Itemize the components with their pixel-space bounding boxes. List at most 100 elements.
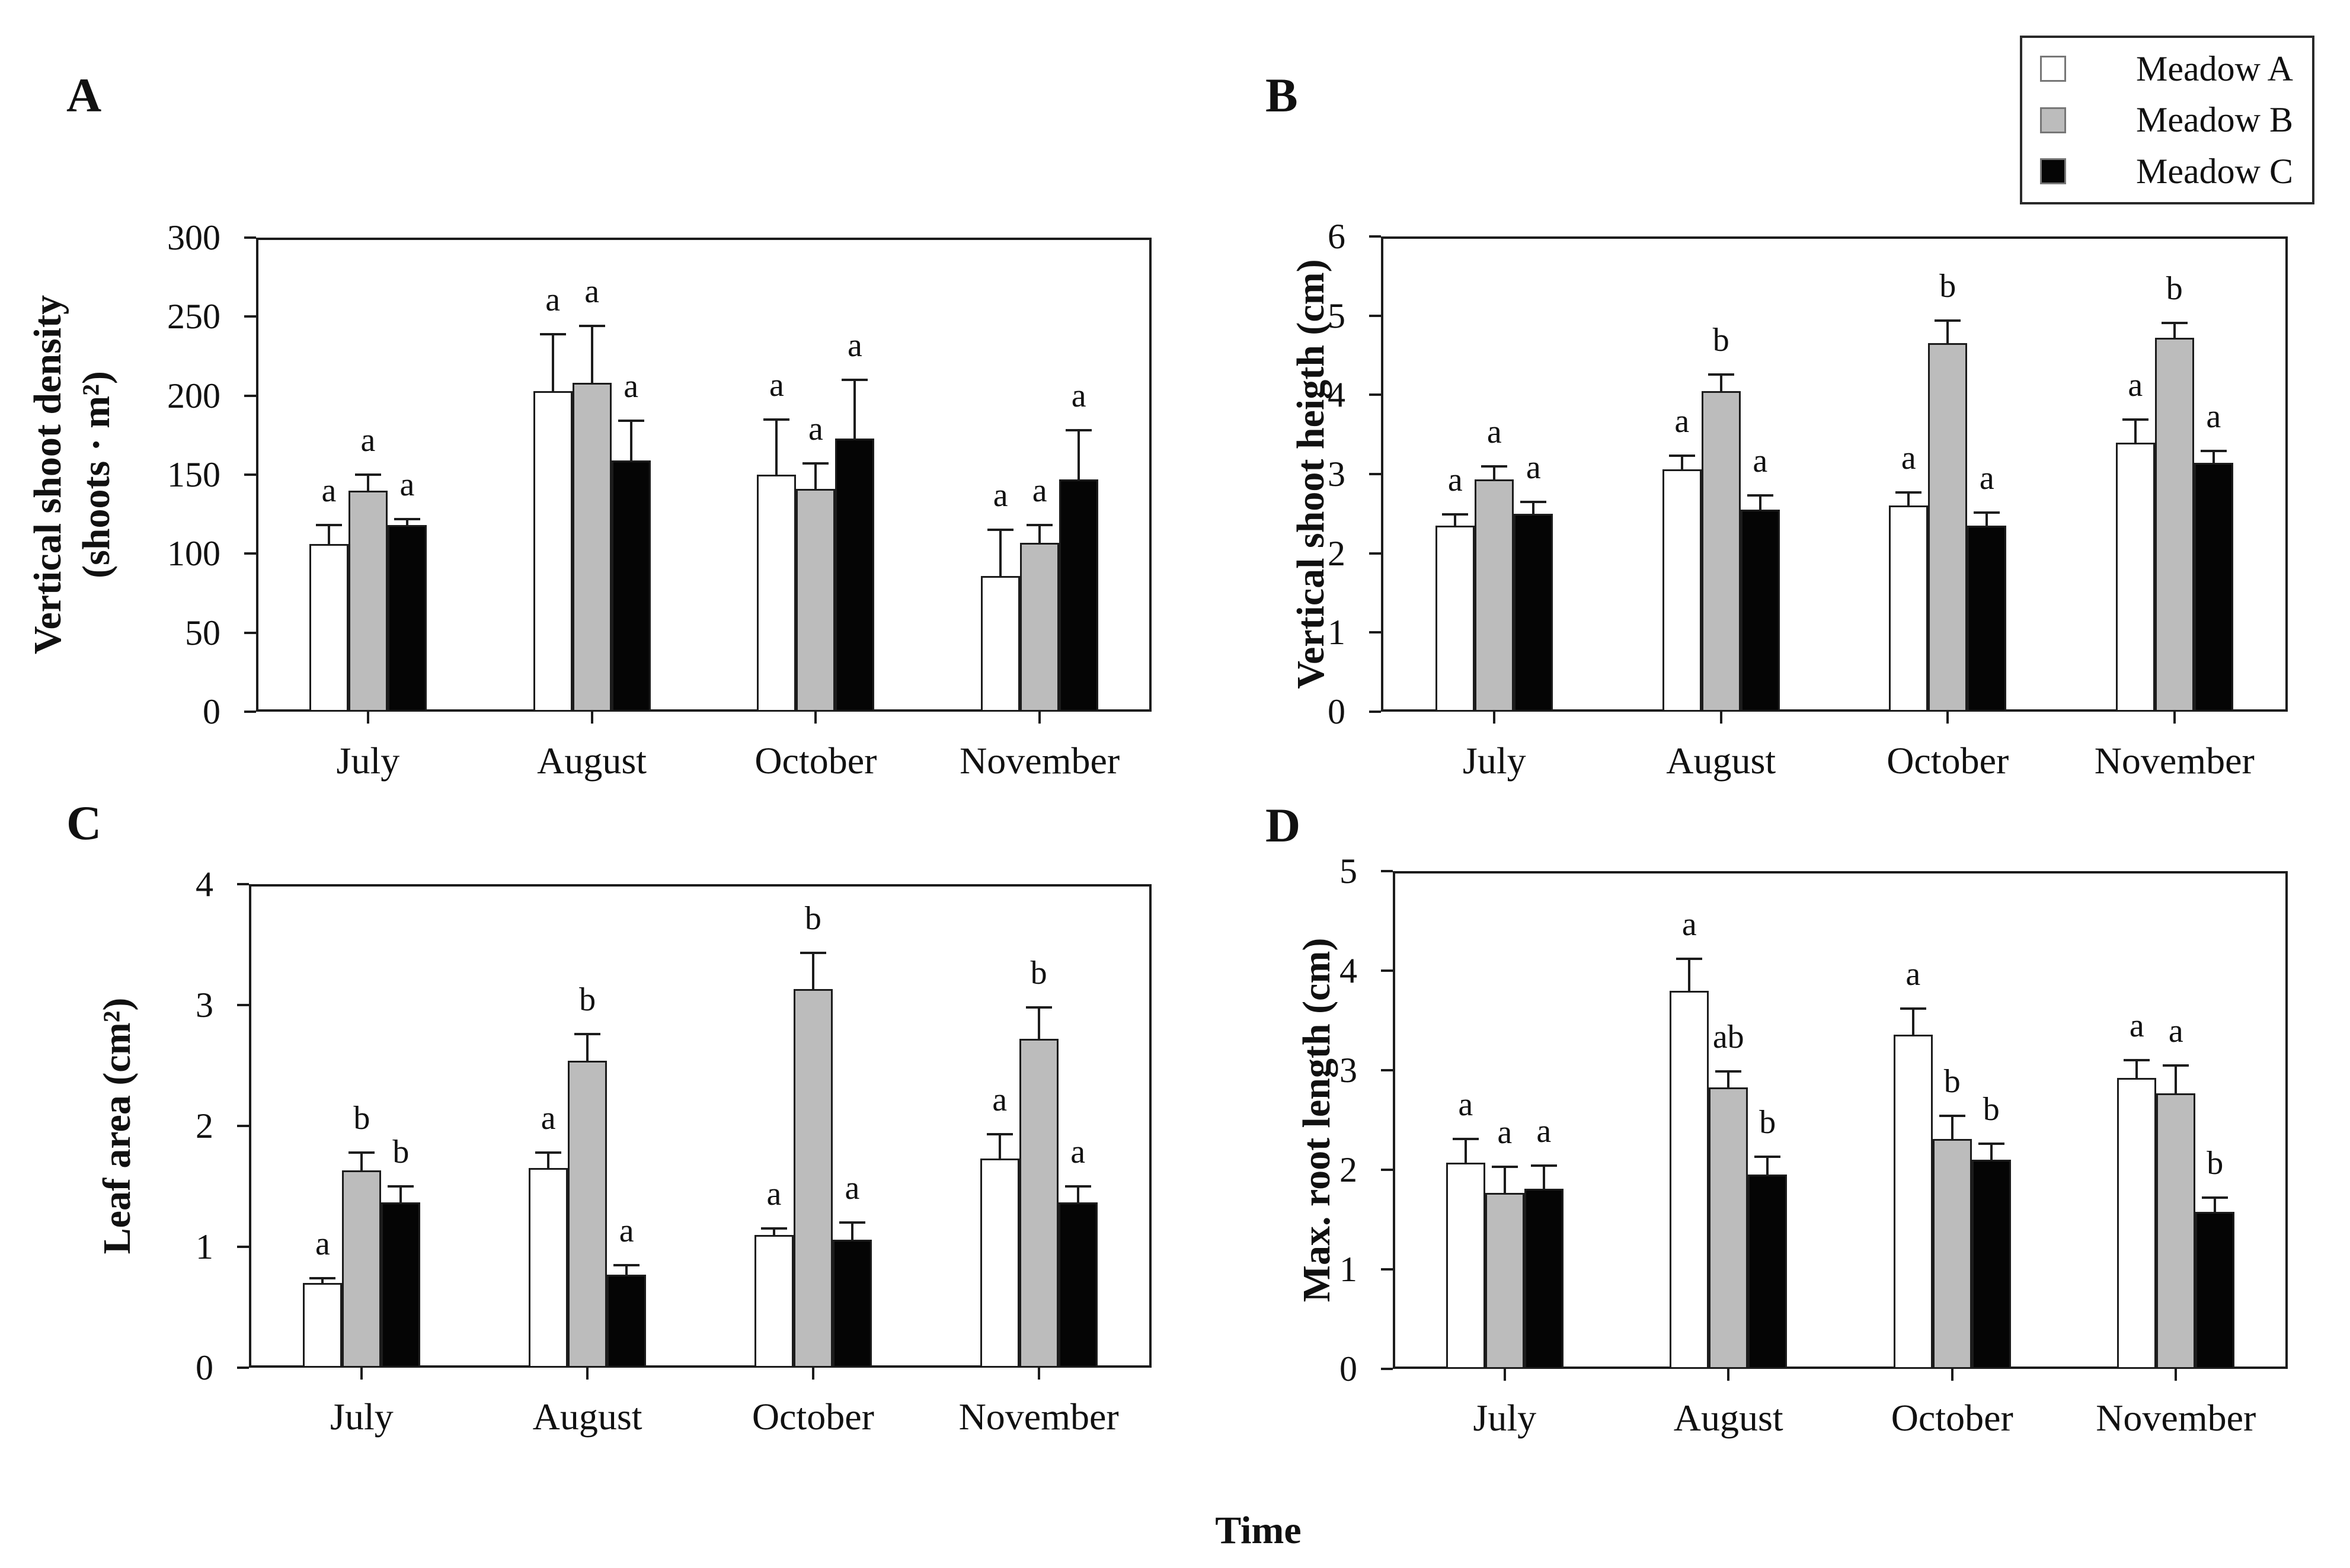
panel-c-x-tick-august <box>586 1368 589 1380</box>
panel-label-c: C <box>66 796 102 850</box>
error-cap-panel-c-meadow-a-july <box>309 1277 336 1280</box>
bar-panel-d-meadow-b-july <box>1485 1192 1524 1369</box>
error-bar-panel-c-meadow-a-october <box>772 1228 775 1235</box>
panel-b-y-tick-6 <box>1369 235 1381 238</box>
sig-letter-panel-a-meadow-b-august: a <box>584 273 600 311</box>
sig-letter-panel-c-meadow-a-august: a <box>541 1099 556 1137</box>
error-cap-panel-d-meadow-b-october <box>1939 1115 1965 1118</box>
error-cap-panel-c-meadow-a-november <box>986 1133 1013 1136</box>
panel-c-x-tick-november <box>1037 1368 1040 1380</box>
error-cap-panel-a-meadow-c-august <box>618 420 644 423</box>
panel-d-month-label-august: August <box>1673 1397 1783 1439</box>
error-bar-panel-d-meadow-b-november <box>2175 1065 2178 1093</box>
panel-d-y-tick-label-2: 2 <box>1339 1150 1357 1189</box>
error-bar-panel-d-meadow-c-november <box>2214 1198 2217 1212</box>
panel-b-y-tick-label-3: 3 <box>1328 455 1345 494</box>
sig-letter-panel-a-meadow-b-october: a <box>808 411 823 448</box>
panel-a-y-tick-50 <box>244 631 256 634</box>
sig-letter-panel-b-meadow-c-august: a <box>1753 443 1768 480</box>
bar-panel-b-meadow-a-july <box>1435 525 1475 712</box>
error-bar-panel-b-meadow-a-october <box>1907 492 1910 506</box>
error-bar-panel-d-meadow-a-november <box>2135 1060 2138 1079</box>
error-cap-panel-b-meadow-c-july <box>1520 500 1547 503</box>
y-axis-title-a-line1: Vertical shoot density <box>26 295 69 655</box>
error-bar-panel-c-meadow-b-july <box>360 1152 363 1171</box>
error-cap-panel-d-meadow-c-july <box>1530 1164 1557 1167</box>
panel-c-x-tick-july <box>360 1368 363 1380</box>
error-bar-panel-c-meadow-a-november <box>998 1134 1001 1159</box>
error-cap-panel-a-meadow-a-july <box>315 524 342 527</box>
sig-letter-panel-c-meadow-c-august: a <box>619 1212 634 1249</box>
error-bar-panel-d-meadow-a-august <box>1688 958 1691 991</box>
panel-b-y-tick-label-4: 4 <box>1328 375 1345 415</box>
x-axis-title: Time <box>1215 1509 1302 1552</box>
sig-letter-panel-b-meadow-a-october: a <box>1901 439 1916 476</box>
error-bar-panel-a-meadow-c-july <box>405 519 408 526</box>
bar-panel-d-meadow-c-november <box>2195 1211 2235 1369</box>
bar-panel-a-meadow-b-july <box>348 490 388 712</box>
panel-b-y-tick-label-0: 0 <box>1328 692 1345 731</box>
bar-panel-b-meadow-b-august <box>1701 391 1741 712</box>
panel-d-x-tick-november <box>2175 1369 2178 1381</box>
panel-b-y-tick-5 <box>1369 314 1381 317</box>
error-bar-panel-c-meadow-c-august <box>625 1265 628 1275</box>
panel-b-y-tick-0 <box>1369 711 1381 713</box>
bar-panel-a-meadow-b-october <box>796 489 836 712</box>
panel-c-month-label-july: July <box>330 1396 394 1438</box>
bar-panel-a-meadow-b-august <box>572 383 612 712</box>
sig-letter-panel-a-meadow-a-july: a <box>321 472 337 510</box>
bar-panel-d-meadow-b-august <box>1709 1087 1748 1369</box>
error-cap-panel-b-meadow-b-july <box>1481 465 1508 468</box>
sig-letter-panel-c-meadow-a-october: a <box>766 1176 782 1213</box>
panel-a-y-tick-label-150: 150 <box>167 455 220 494</box>
error-bar-panel-a-meadow-a-august <box>551 334 554 391</box>
panel-a-y-tick-label-300: 300 <box>167 218 220 257</box>
panel-a-month-label-november: November <box>960 740 1120 782</box>
error-bar-panel-b-meadow-c-july <box>1532 501 1535 514</box>
bar-panel-b-meadow-b-november <box>2154 338 2194 712</box>
error-cap-panel-b-meadow-b-november <box>2161 321 2188 324</box>
error-bar-panel-a-meadow-c-october <box>853 380 856 439</box>
error-cap-panel-d-meadow-a-august <box>1676 957 1703 960</box>
panel-a-y-tick-150 <box>244 473 256 476</box>
panel-b-y-tick-label-6: 6 <box>1328 217 1345 256</box>
sig-letter-panel-c-meadow-b-november: b <box>1030 955 1047 992</box>
sig-letter-panel-c-meadow-b-august: b <box>579 981 596 1018</box>
panel-d-x-tick-july <box>1503 1369 1506 1381</box>
legend-label-meadow-b: Meadow B <box>2136 100 2293 139</box>
panel-a-x-tick-august <box>590 712 593 724</box>
bar-panel-a-meadow-c-november <box>1059 479 1099 712</box>
sig-letter-panel-c-meadow-b-october: b <box>804 900 821 937</box>
error-bar-panel-b-meadow-c-november <box>2212 451 2215 463</box>
error-bar-panel-c-meadow-b-october <box>811 953 814 990</box>
error-cap-panel-c-meadow-c-july <box>388 1185 414 1188</box>
error-cap-panel-a-meadow-b-july <box>354 473 381 476</box>
panel-b-y-tick-label-1: 1 <box>1328 613 1345 652</box>
error-bar-panel-c-meadow-a-august <box>547 1152 550 1169</box>
panel-d-y-tick-4 <box>1381 969 1393 972</box>
error-bar-panel-a-meadow-c-november <box>1078 430 1080 479</box>
panel-a-y-tick-label-50: 50 <box>185 613 220 652</box>
sig-letter-panel-d-meadow-b-october: b <box>1943 1063 1961 1100</box>
sig-letter-panel-a-meadow-b-july: a <box>360 422 376 459</box>
panel-b-y-tick-1 <box>1369 631 1381 634</box>
error-bar-panel-d-meadow-c-august <box>1766 1157 1769 1175</box>
error-cap-panel-c-meadow-b-july <box>348 1151 375 1154</box>
sig-letter-panel-b-meadow-b-november: b <box>2166 270 2183 307</box>
error-cap-panel-a-meadow-a-november <box>987 529 1014 532</box>
bar-panel-c-meadow-a-november <box>980 1159 1019 1368</box>
bar-panel-c-meadow-a-august <box>529 1168 568 1368</box>
panel-d-plot-frame <box>1393 871 2288 1369</box>
sig-letter-panel-c-meadow-a-november: a <box>992 1081 1008 1119</box>
panel-label-d: D <box>1265 798 1301 852</box>
panel-b-month-label-august: August <box>1666 740 1776 782</box>
panel-d-month-label-october: October <box>1891 1397 2013 1439</box>
panel-label-a: A <box>66 68 102 122</box>
error-bar-panel-a-meadow-a-november <box>999 530 1002 576</box>
panel-c-y-tick-3 <box>237 1004 249 1006</box>
panel-a-y-tick-200 <box>244 394 256 397</box>
panel-a-y-tick-0 <box>244 711 256 713</box>
bar-panel-d-meadow-a-october <box>1893 1034 1933 1369</box>
error-bar-panel-b-meadow-b-july <box>1493 466 1496 480</box>
panel-a-x-tick-november <box>1038 712 1041 724</box>
